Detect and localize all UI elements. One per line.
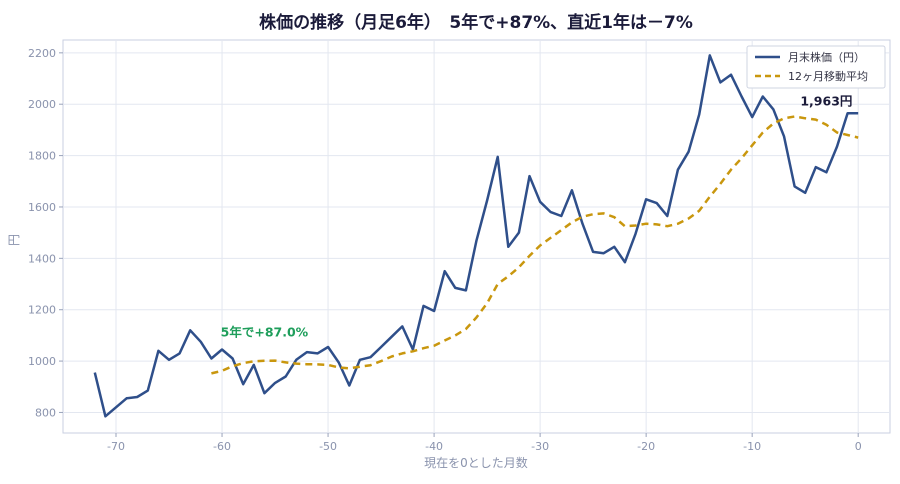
legend-box	[746, 45, 886, 89]
legend-label-monthly: 月末株価（円）	[788, 50, 865, 64]
y-tick-label: 1000	[28, 355, 56, 368]
x-tick-label: 0	[855, 440, 862, 453]
growth-annotation: 5年で+87.0%	[221, 325, 309, 340]
x-axis-label: 現在を0とした月数	[424, 455, 528, 470]
legend-label-moving-average: 12ヶ月移動平均	[788, 69, 868, 83]
latest-price-annotation: 1,963円	[800, 94, 852, 109]
y-tick-label: 2000	[28, 98, 56, 111]
series-lines	[93, 54, 859, 418]
legend: 月末株価（円） 12ヶ月移動平均	[746, 45, 886, 89]
x-tick-label: -30	[531, 440, 549, 453]
x-tick-label: -10	[743, 440, 761, 453]
x-tick-label: -70	[107, 440, 125, 453]
x-tick-label: -20	[637, 440, 655, 453]
y-tick-label: 2200	[28, 47, 56, 60]
y-axis-ticks: 800 1000 1200 1400 1600 1800 2000 2200	[28, 47, 63, 419]
x-tick-label: -60	[213, 440, 231, 453]
x-axis-ticks: -70 -60 -50 -40 -30 -20 -10 0	[107, 433, 862, 453]
annotations: 5年で+87.0% 1,963円	[221, 94, 853, 340]
y-tick-label: 1600	[28, 201, 56, 214]
x-tick-label: -40	[425, 440, 443, 453]
y-tick-label: 1400	[28, 252, 56, 265]
chart-title: 株価の推移（月足6年） 5年で+87%、直近1年は－7%	[259, 12, 693, 33]
y-tick-label: 1800	[28, 150, 56, 163]
moving-average-line	[211, 115, 859, 375]
y-tick-label: 800	[35, 406, 56, 419]
monthly-price-line	[93, 54, 859, 418]
y-tick-label: 1200	[28, 304, 56, 317]
x-tick-label: -50	[319, 440, 337, 453]
y-axis-label: 円	[7, 234, 21, 246]
grid-lines	[63, 40, 890, 433]
